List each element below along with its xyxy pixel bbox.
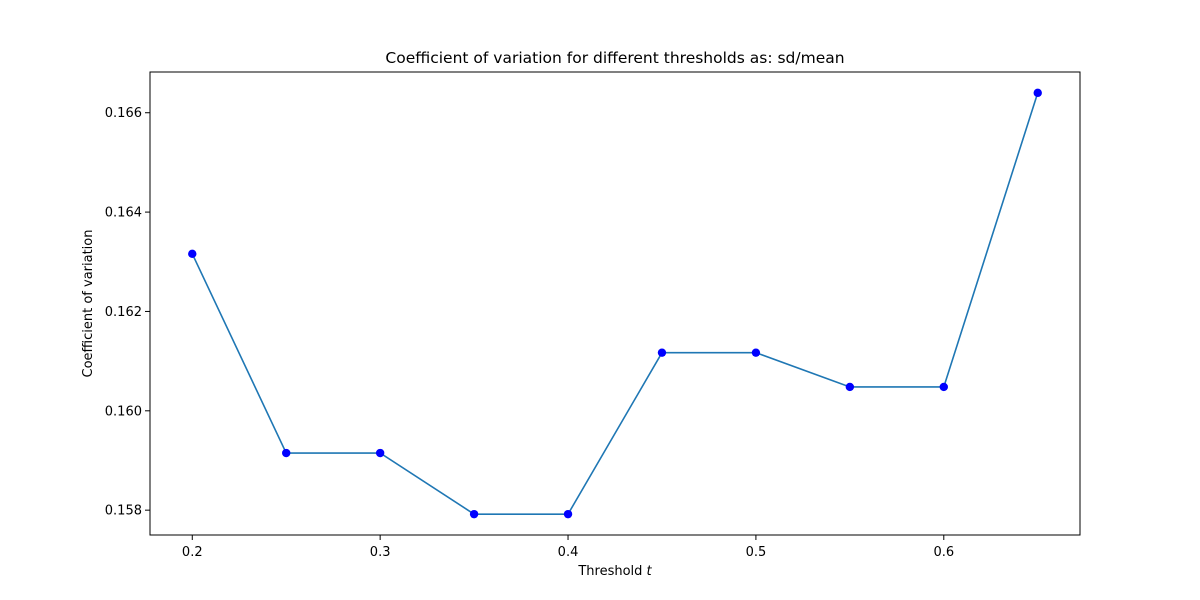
y-tick-label: 0.160 — [105, 404, 142, 419]
y-tick-label: 0.158 — [105, 504, 142, 519]
x-axis-label-variable: t — [647, 564, 653, 579]
x-tick-label: 0.5 — [746, 545, 767, 560]
plot-frame — [149, 71, 1081, 536]
y-axis-label: Coefficient of variation — [81, 230, 96, 378]
chart-title: Coefficient of variation for different t… — [385, 49, 844, 67]
data-point — [469, 509, 479, 519]
y-tick-label: 0.162 — [105, 305, 142, 320]
x-tick-label: 0.6 — [933, 545, 954, 560]
x-tick-label: 0.2 — [182, 545, 203, 560]
data-point — [845, 382, 855, 392]
x-tick-label: 0.3 — [370, 545, 391, 560]
data-point — [1033, 88, 1042, 98]
y-tick-label: 0.164 — [105, 206, 142, 221]
series-line — [191, 92, 1039, 515]
data-point — [657, 348, 667, 357]
data-point — [188, 249, 197, 259]
data-point — [375, 448, 385, 458]
data-point — [751, 348, 761, 357]
x-axis-label-text: Threshold — [577, 564, 642, 579]
x-axis-label: Threshold t — [577, 564, 652, 579]
axis-ticks: 0.2 0.3 0.4 0.5 0.6 0.158 0.160 0.162 0.164 0.166 — [105, 106, 954, 560]
plot-area — [188, 88, 1042, 519]
data-point — [282, 448, 291, 458]
x-tick-label: 0.4 — [558, 545, 579, 560]
data-point — [939, 382, 948, 392]
y-tick-label: 0.166 — [105, 106, 142, 121]
data-point — [563, 509, 573, 519]
